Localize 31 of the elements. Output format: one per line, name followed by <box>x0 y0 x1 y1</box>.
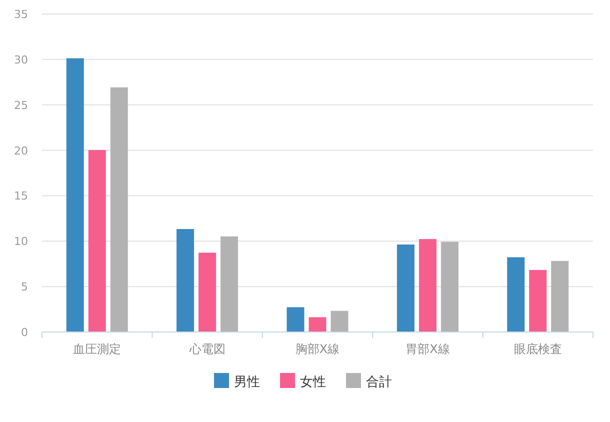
bar <box>551 260 569 332</box>
legend-label: 女性 <box>300 375 326 390</box>
bar <box>330 310 348 332</box>
bar <box>66 58 84 332</box>
bar <box>529 270 547 332</box>
y-tick-label: 25 <box>14 98 28 112</box>
legend-label: 男性 <box>234 375 260 390</box>
bar <box>308 317 326 332</box>
x-tick-label: 胸部X線 <box>295 342 340 356</box>
x-tick-label: 心電図 <box>188 342 226 356</box>
y-tick-label: 10 <box>14 235 28 248</box>
y-tick-label: 20 <box>14 144 28 158</box>
bar <box>176 229 194 332</box>
bar <box>418 239 436 332</box>
x-tick-label: 眼底検査 <box>514 342 562 356</box>
legend-label: 合計 <box>366 375 392 390</box>
bar <box>220 236 238 332</box>
y-tick-label: 0 <box>21 326 28 339</box>
x-tick-label: 血圧測定 <box>73 342 122 356</box>
bar <box>396 244 414 332</box>
bar <box>440 242 458 332</box>
x-tick-label: 胃部X線 <box>406 342 450 356</box>
bar <box>286 307 304 332</box>
bar <box>88 150 106 332</box>
y-tick-label: 5 <box>21 280 28 294</box>
bar <box>198 252 216 332</box>
bar <box>110 87 128 332</box>
y-tick-label: 15 <box>14 190 28 203</box>
y-tick-label: 35 <box>14 8 28 21</box>
y-tick-label: 30 <box>14 53 28 66</box>
bar <box>507 257 525 332</box>
